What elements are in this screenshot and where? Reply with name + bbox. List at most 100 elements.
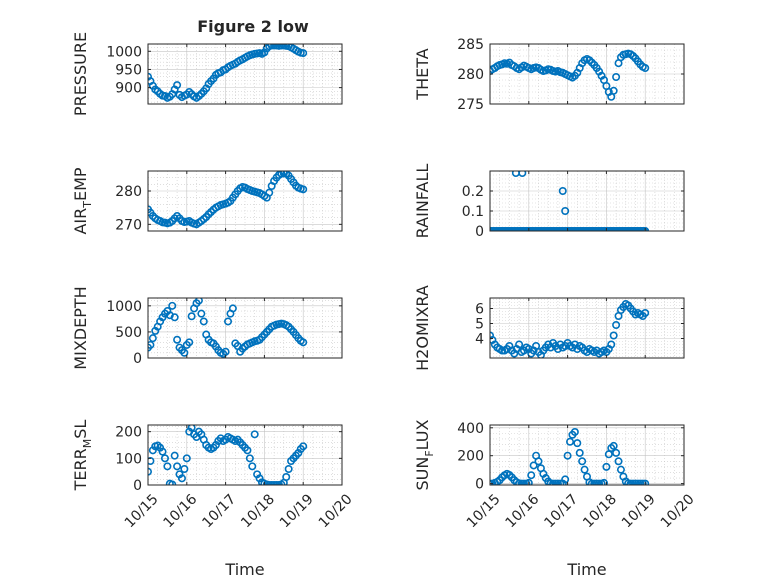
data-point xyxy=(590,479,599,485)
data-point xyxy=(519,479,528,485)
data-point xyxy=(587,479,596,485)
data-point xyxy=(609,441,618,450)
data-markers xyxy=(490,171,650,231)
y-tick-label: 285 xyxy=(457,37,484,53)
data-point xyxy=(578,457,587,466)
data-point xyxy=(563,451,572,460)
axes-box xyxy=(147,297,343,359)
y-axis-label-part: F xyxy=(423,450,436,456)
data-point xyxy=(515,340,524,349)
data-markers xyxy=(148,44,308,102)
data-point xyxy=(299,185,308,194)
y-tick-label: 280 xyxy=(457,67,484,83)
subplot-pressure: 900 950 1000 PRESSURE xyxy=(71,32,343,116)
data-point xyxy=(267,44,276,50)
data-point xyxy=(163,462,172,471)
y-axis-label-part: AIR xyxy=(71,208,90,235)
data-point xyxy=(575,448,584,457)
data-point xyxy=(566,437,575,446)
data-point xyxy=(641,308,650,317)
data-point xyxy=(612,320,621,329)
data-point xyxy=(638,479,647,485)
data-point xyxy=(629,479,638,485)
y-tick-label: 0 xyxy=(475,224,484,240)
axes-box xyxy=(147,170,343,232)
data-point xyxy=(148,457,155,465)
y-tick-label: 100 xyxy=(115,451,142,467)
y-axis-label: TERRMSL xyxy=(71,420,94,492)
data-point xyxy=(277,171,286,178)
data-point xyxy=(160,454,169,463)
y-axis-label-part: SUN xyxy=(413,457,432,491)
data-point xyxy=(168,480,177,485)
data-point xyxy=(173,81,182,90)
y-axis-label-part: EMP xyxy=(71,167,90,201)
data-markers xyxy=(490,299,650,358)
axes-box xyxy=(489,297,685,359)
y-tick-label: 0 xyxy=(133,478,142,494)
data-point xyxy=(609,331,618,340)
y-axis-label: SUNFLUX xyxy=(413,419,436,490)
data-point xyxy=(245,454,254,463)
data-point xyxy=(626,479,635,485)
data-point xyxy=(561,475,570,484)
data-point xyxy=(558,187,567,196)
figure-title: Figure 2 low xyxy=(197,17,309,36)
data-point xyxy=(551,479,560,485)
y-tick-label: 1000 xyxy=(106,299,142,315)
data-point xyxy=(517,479,526,485)
data-markers xyxy=(148,425,308,485)
data-point xyxy=(265,188,274,197)
data-point xyxy=(262,480,271,485)
data-point xyxy=(561,207,570,216)
data-point xyxy=(270,44,279,50)
data-point xyxy=(284,464,293,473)
y-tick-label: 0.2 xyxy=(462,184,484,200)
grid-lines xyxy=(489,43,685,105)
y-axis-label: PRESSURE xyxy=(71,32,90,116)
y-tick-label: 200 xyxy=(457,449,484,465)
data-point xyxy=(165,479,174,485)
y-tick-label: 270 xyxy=(115,217,142,233)
data-point xyxy=(602,462,611,471)
data-point xyxy=(585,478,594,485)
data-point xyxy=(224,317,233,326)
data-point xyxy=(599,478,608,485)
data-point xyxy=(173,462,182,471)
data-point xyxy=(158,447,167,456)
data-point xyxy=(556,479,565,485)
subplot-h2omixra: 456 H2OMIXRA xyxy=(413,285,685,371)
data-point xyxy=(248,462,257,471)
data-point xyxy=(197,309,206,318)
data-point xyxy=(512,478,521,485)
y-tick-label: 0.1 xyxy=(462,204,484,220)
data-point xyxy=(633,479,642,485)
data-point xyxy=(199,317,208,326)
data-point xyxy=(570,427,579,436)
grid-lines xyxy=(489,298,685,358)
data-point xyxy=(180,464,189,473)
y-tick-label: 0 xyxy=(133,351,142,367)
data-point xyxy=(624,479,633,485)
y-tick-label: 5 xyxy=(475,317,484,333)
data-point xyxy=(529,461,538,470)
data-point xyxy=(187,312,196,321)
data-markers xyxy=(148,171,308,229)
y-tick-label: 900 xyxy=(115,81,142,97)
y-axis-label: AIRTEMP xyxy=(71,167,94,234)
data-point xyxy=(641,64,650,73)
data-point xyxy=(595,479,604,485)
subplot-theta: 275 280 285 THETA xyxy=(413,37,685,113)
data-point xyxy=(177,474,186,483)
data-markers xyxy=(148,298,308,358)
data-point xyxy=(518,171,527,177)
y-tick-label: 1000 xyxy=(106,44,142,60)
data-point xyxy=(187,425,196,432)
y-tick-label: 275 xyxy=(457,97,484,113)
subplot-mixdepth: 0 500 1000 MIXDEPTH xyxy=(71,286,343,370)
data-point xyxy=(609,86,618,95)
data-point xyxy=(173,335,182,344)
axes-box xyxy=(489,170,685,232)
data-point xyxy=(148,334,157,343)
